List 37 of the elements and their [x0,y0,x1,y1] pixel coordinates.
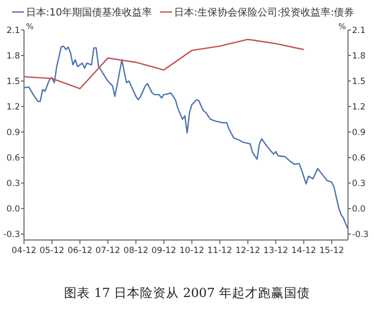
x-tick-label: 13-12 [263,246,288,256]
y-tick-label: 0.3 [6,179,20,190]
y-tick-label: 0.9 [6,128,20,138]
x-tick-label: 15-12 [319,246,344,256]
x-tick-label: 10-12 [179,246,204,256]
x-tick-label: 09-12 [152,246,176,256]
y-tick-label: 0.0 [6,204,20,215]
y2-tick-label: 1.5 [352,76,366,87]
x-tick-label: 05-12 [40,246,64,256]
text: 图表 17 日本险资从 2007 年起才跑赢国债 [64,285,310,300]
y2-tick-label: 0.6 [352,154,366,164]
y2-tick-label: 1.8 [352,51,366,62]
y-tick-label: 0.6 [6,154,20,164]
legend-label: 日本:10年期国债基准收益率 [26,6,152,18]
y-tick-label: 1.2 [6,102,20,112]
y-axis-title: % [26,22,34,31]
x-tick-label: 04-12 [12,246,36,256]
y-tick-label: 1.8 [6,51,20,62]
x-tick-label: 08-12 [124,246,148,256]
y2-axis-title: % [338,22,346,31]
y2-tick-label: 0.0 [352,204,366,215]
y2-tick-label: 0.3 [352,179,366,190]
y-tick-label: -0.3 [3,230,20,240]
x-tick-label: 12-12 [235,246,260,256]
y2-tick-label: -0.3 [352,230,369,240]
x-tick-label: 06-12 [68,246,92,256]
line-series [23,38,304,90]
y-tick-label: 2.1 [6,26,20,36]
y-tick-label: 1.5 [6,76,20,87]
legend-label: 日本:生保协会保险公司:投资收益率:债券 [174,6,354,18]
y2-tick-label: 2.1 [352,26,366,36]
y2-tick-label: 0.9 [352,128,366,138]
line-series [23,46,349,230]
x-tick-label: 14-12 [291,246,316,256]
y2-tick-label: 1.2 [352,102,366,112]
x-tick-label: 07-12 [96,246,120,256]
x-tick-label: 11-12 [207,246,232,256]
